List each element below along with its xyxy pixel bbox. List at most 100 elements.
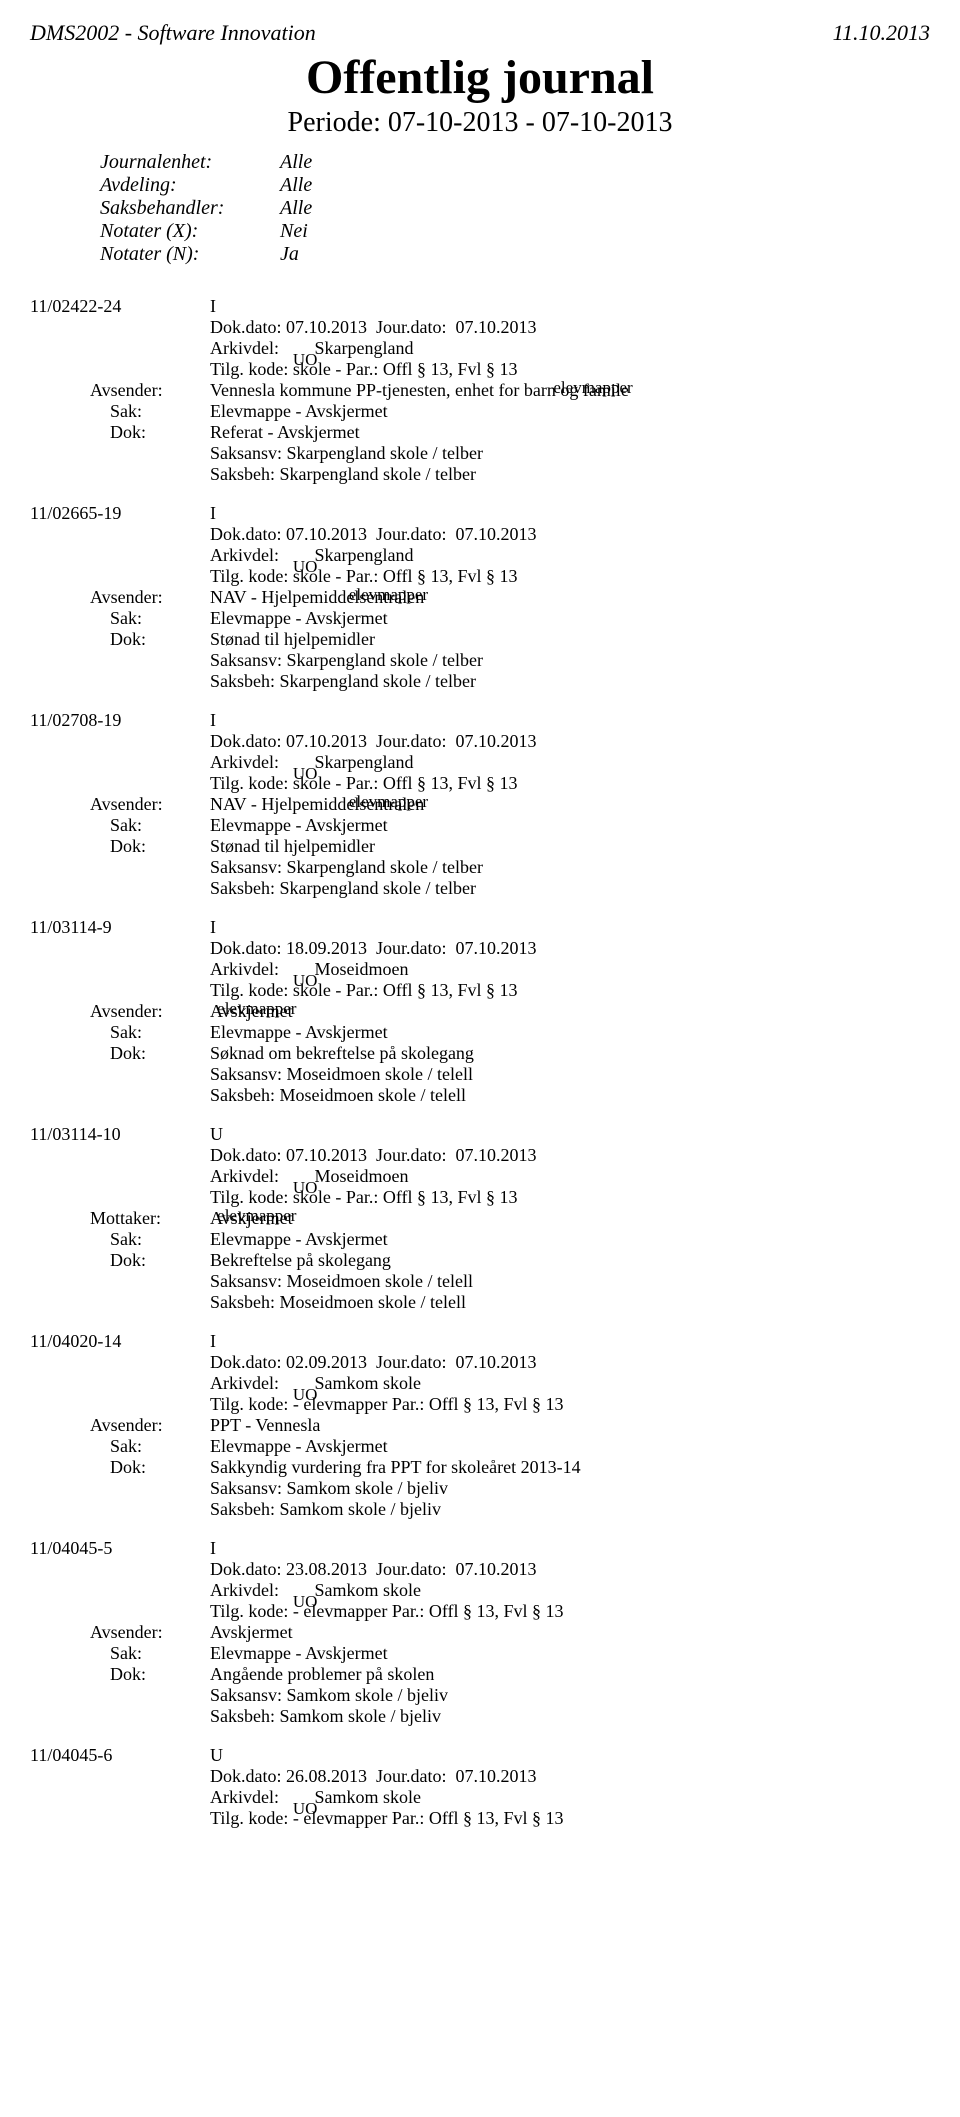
entry-id-row: 11/02422-24 I [30,296,930,317]
date-row: Dok.dato: 18.09.2013 Jour.dato: 07.10.20… [210,938,930,959]
tilgkode-rest: Par.: Offl § 13, Fvl § 13 [392,1808,564,1828]
entry-type: I [210,296,216,317]
dokdato-value: 07.10.2013 [286,731,367,751]
jourdato-value: 07.10.2013 [456,317,537,337]
sak-label: Sak: [110,608,210,629]
arkivdel-row: Arkivdel: Skarpengland [210,545,930,566]
party-value: Avskjermet elevmapper [210,1001,930,1022]
party-label: Avsender: [90,794,210,815]
date-row: Dok.dato: 07.10.2013 Jour.dato: 07.10.20… [210,524,930,545]
meta-label: Journalenhet: [100,151,280,174]
meta-value: Ja [280,243,299,266]
saksansv-row: Saksansv: Skarpengland skole / telber [210,443,930,464]
dok-value: Søknad om bekreftelse på skolegang [210,1043,930,1064]
entry-id: 11/02422-24 [30,296,210,317]
dok-row: Dok: Sakkyndig vurdering fra PPT for sko… [30,1457,930,1478]
entry-id: 11/02708-19 [30,710,210,731]
saksbeh-row: Saksbeh: Skarpengland skole / telber [210,878,930,899]
dokdato-label: Dok.dato: [210,938,282,958]
arkivdel-value: Samkom skole [315,1787,422,1807]
dokdato-label: Dok.dato: [210,524,282,544]
sak-row: Sak: Elevmappe - Avskjermet [30,608,930,629]
arkivdel-row: Arkivdel: Samkom skole [210,1787,930,1808]
entry-type: I [210,503,216,524]
saksansv-label: Saksansv: [210,443,282,463]
saksbeh-row: Saksbeh: Samkom skole / bjeliv [210,1706,930,1727]
party-top: elevmapper [553,378,632,398]
tilgkode-overlap: UO - elevmapper [293,1808,387,1829]
party-label: Avsender: [90,587,210,608]
tilg-row: Tilg. kode: UO - elevmapper Par.: Offl §… [210,1601,930,1622]
sak-value: Elevmappe - Avskjermet [210,1022,930,1043]
tilgkode-rest: Par.: Offl § 13, Fvl § 13 [392,1601,564,1621]
arkivdel-value: Skarpengland [315,752,414,772]
arkivdel-row: Arkivdel: Skarpengland [210,338,930,359]
entry-type: I [210,710,216,731]
sak-row: Sak: Elevmappe - Avskjermet [30,1022,930,1043]
arkivdel-row: Arkivdel: Moseidmoen [210,1166,930,1187]
party-top: elevmapper [349,792,428,812]
date-row: Dok.dato: 07.10.2013 Jour.dato: 07.10.20… [210,317,930,338]
saksansv-row: Saksansv: Skarpengland skole / telber [210,857,930,878]
dokdato-value: 23.08.2013 [286,1559,367,1579]
tilgkode-rest: Par.: Offl § 13, Fvl § 13 [346,1187,518,1207]
saksansv-label: Saksansv: [210,1478,282,1498]
header-right: 11.10.2013 [833,20,930,46]
arkivdel-value: Moseidmoen [315,1166,409,1186]
meta-row: Saksbehandler: Alle [100,197,930,220]
subtitle: Periode: 07-10-2013 - 07-10-2013 [30,107,930,139]
meta-row: Journalenhet: Alle [100,151,930,174]
sak-value: Elevmappe - Avskjermet [210,1643,930,1664]
dok-row: Dok: Referat - Avskjermet [30,422,930,443]
tilgkode-rest: Par.: Offl § 13, Fvl § 13 [346,359,518,379]
saksbeh-row: Saksbeh: Moseidmoen skole / telell [210,1085,930,1106]
tilgkode-label: Tilg. kode: [210,1394,293,1414]
tilgkode-label: Tilg. kode: [210,773,293,793]
tilgkode-rest: Par.: Offl § 13, Fvl § 13 [346,980,518,1000]
arkivdel-row: Arkivdel: Samkom skole [210,1580,930,1601]
entry-id-row: 11/02665-19 I [30,503,930,524]
tilg-row: Tilg. kode: UO skole - Par.: Offl § 13, … [210,566,930,587]
party-row: Avsender: PPT - Vennesla [30,1415,930,1436]
dok-label: Dok: [110,1250,210,1271]
sak-row: Sak: Elevmappe - Avskjermet [30,1643,930,1664]
meta-label: Notater (X): [100,220,280,243]
entry-type: I [210,1331,216,1352]
saksansv-label: Saksansv: [210,1685,282,1705]
dok-value: Bekreftelse på skolegang [210,1250,930,1271]
jourdato-value: 07.10.2013 [456,731,537,751]
dokdato-label: Dok.dato: [210,731,282,751]
dok-value: Sakkyndig vurdering fra PPT for skoleåre… [210,1457,930,1478]
dok-row: Dok: Stønad til hjelpemidler [30,629,930,650]
meta-value: Alle [280,197,312,220]
tilgkode-bot: skole - [293,773,342,793]
sak-label: Sak: [110,815,210,836]
tilgkode-overlap: UO - elevmapper [293,1394,387,1415]
jourdato-label: Jour.dato: [376,1145,447,1165]
main-title: Offentlig journal [30,50,930,105]
entry-id-row: 11/04045-6 U [30,1745,930,1766]
meta-label: Notater (N): [100,243,280,266]
date-row: Dok.dato: 02.09.2013 Jour.dato: 07.10.20… [210,1352,930,1373]
jourdato-label: Jour.dato: [376,524,447,544]
arkivdel-value: Moseidmoen [315,959,409,979]
saksansv-value: Samkom skole / bjeliv [287,1478,449,1498]
saksbeh-label: Saksbeh: [210,464,275,484]
tilgkode-bot: skole - [293,566,342,586]
dokdato-value: 26.08.2013 [286,1766,367,1786]
entry-type: U [210,1124,223,1145]
jourdato-label: Jour.dato: [376,317,447,337]
dok-label: Dok: [110,836,210,857]
party-value: Avskjermet [210,1622,930,1643]
dok-label: Dok: [110,629,210,650]
sak-label: Sak: [110,1436,210,1457]
meta-label: Saksbehandler: [100,197,280,220]
party-row: Avsender: Vennesla kommune PP-tjenesten,… [30,380,930,401]
saksbeh-label: Saksbeh: [210,1499,275,1519]
sak-value: Elevmappe - Avskjermet [210,608,930,629]
saksansv-label: Saksansv: [210,1064,282,1084]
journal-entry: 11/02422-24 I Dok.dato: 07.10.2013 Jour.… [30,296,930,485]
party-value: NAV - Hjelpemiddelsentralen elevmapper [210,794,930,815]
tilgkode-bot: skole - [293,1187,342,1207]
entry-id-row: 11/04020-14 I [30,1331,930,1352]
